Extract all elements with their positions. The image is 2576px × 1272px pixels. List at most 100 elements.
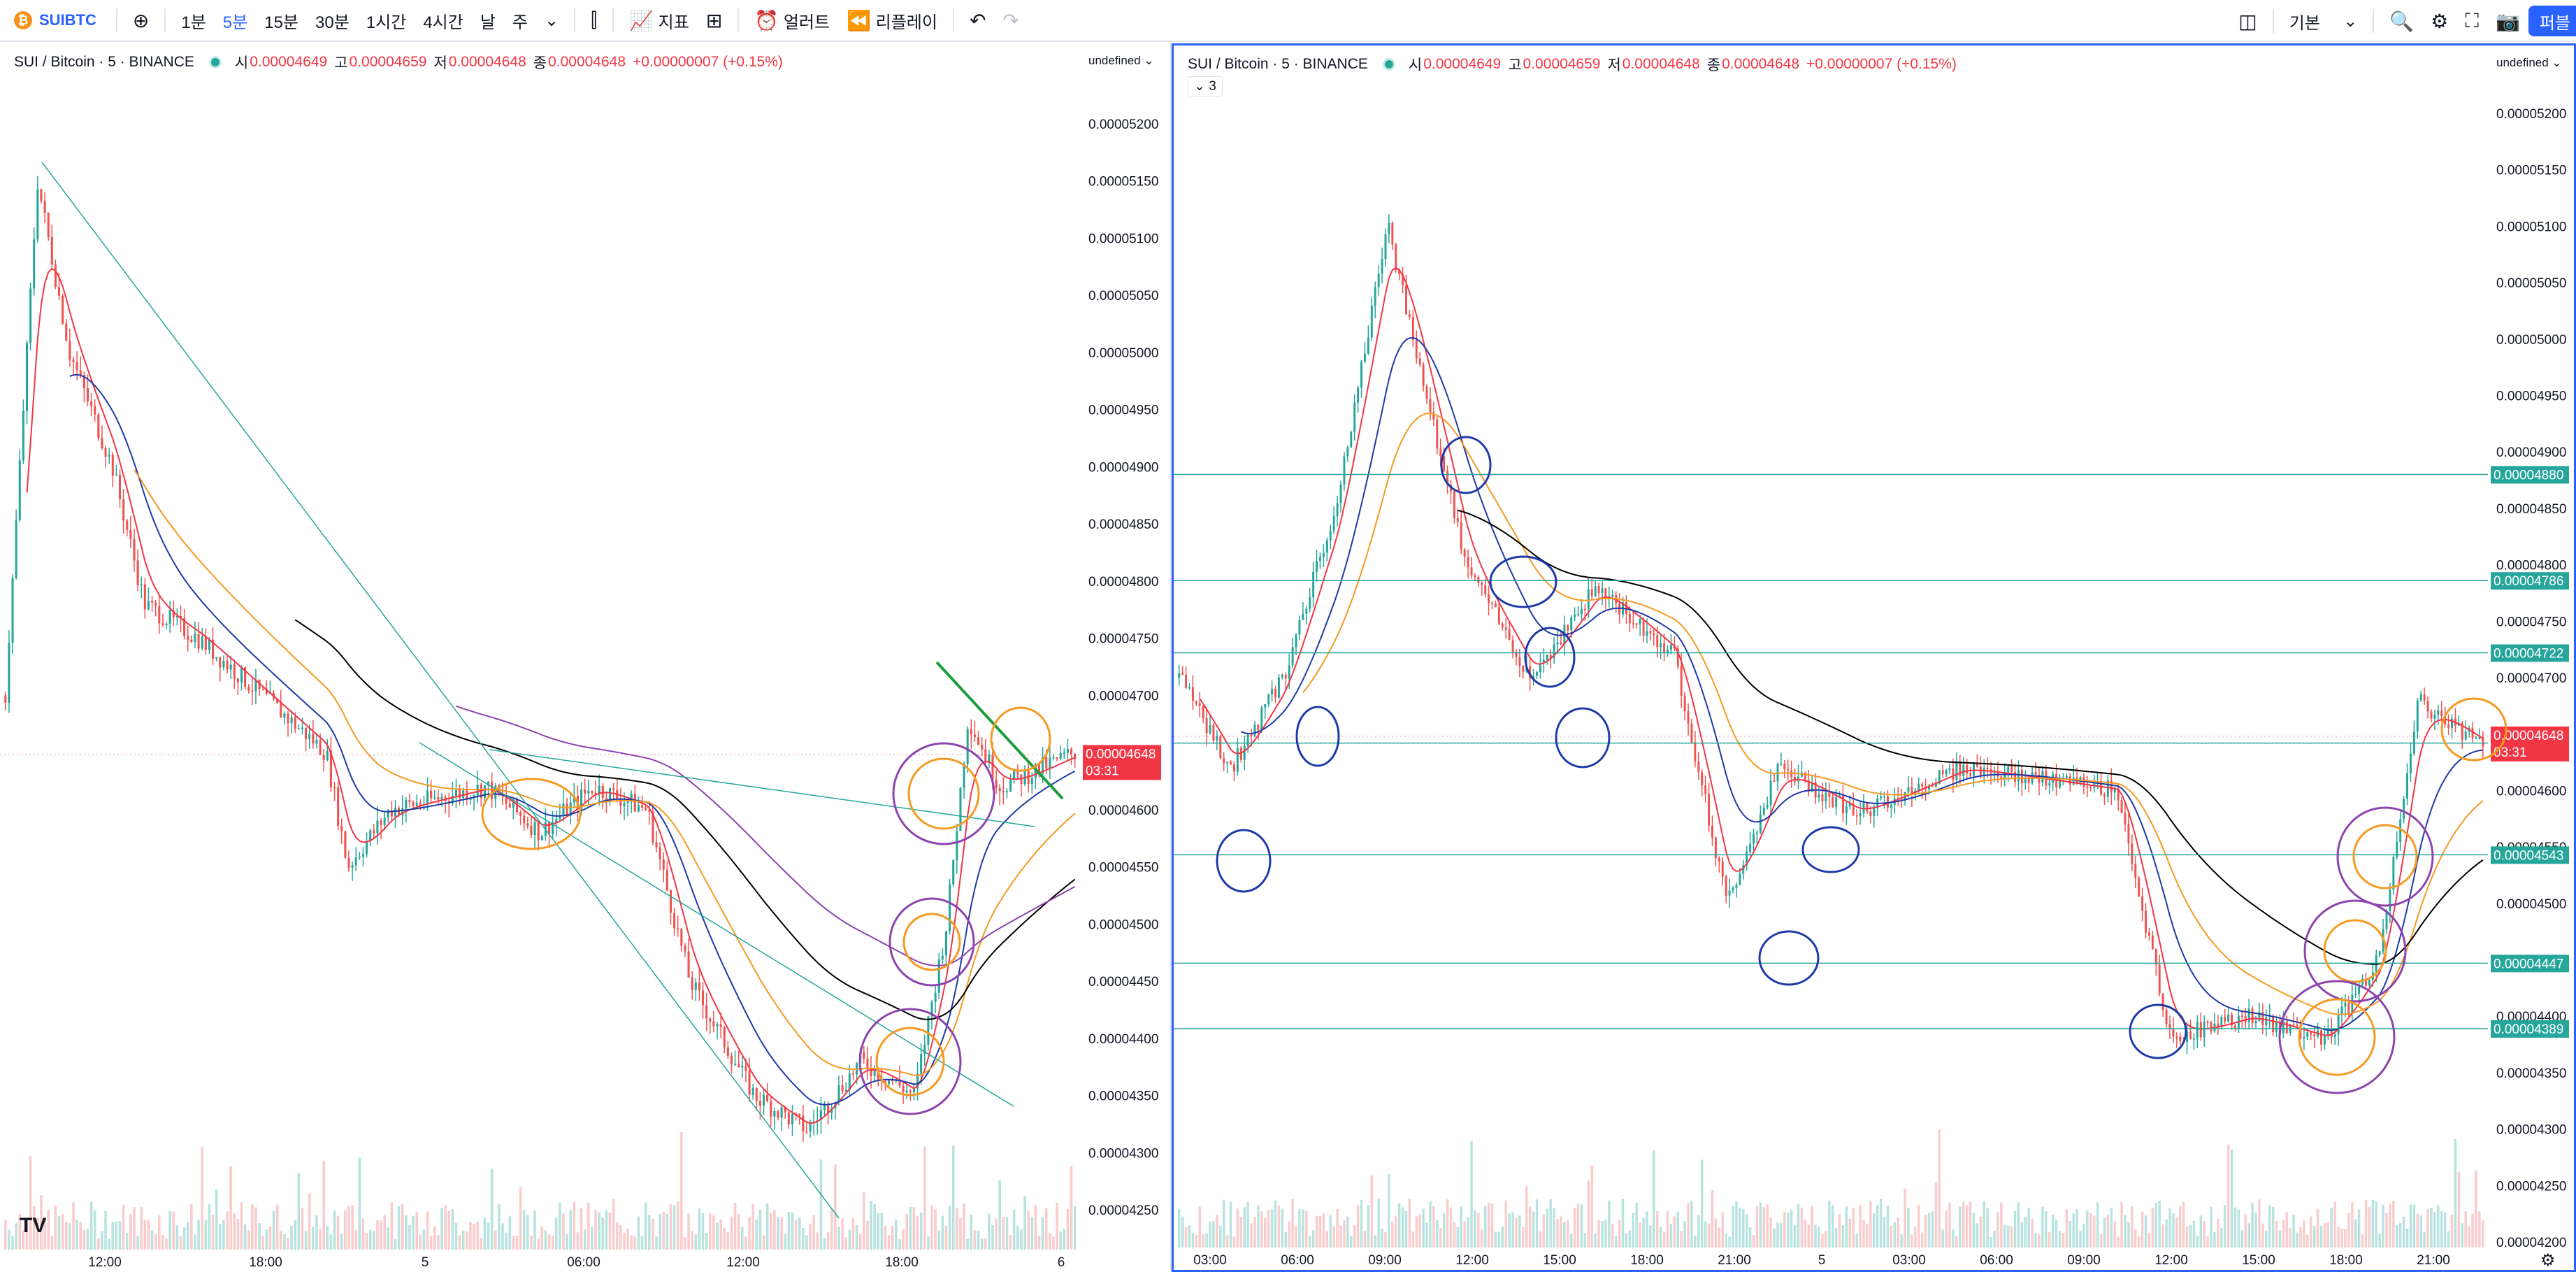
volume-bar (1818, 1227, 1820, 1248)
volume-bar (1848, 1218, 1852, 1248)
candle-body (873, 1068, 876, 1076)
volume-bar (819, 1159, 823, 1250)
price-axis-label: 0.00005000 (2496, 333, 2566, 348)
interval-4h[interactable]: 4시간 (423, 13, 463, 32)
undo-icon[interactable]: ↶ (969, 9, 986, 31)
volume-bar (794, 1220, 798, 1250)
candle-body (2151, 936, 2154, 949)
legend-title[interactable]: SUI / Bitcoin · 5 · BINANCE (14, 54, 194, 70)
candle-body (1862, 802, 1865, 814)
layout-split-icon[interactable]: ◫ (2238, 10, 2257, 32)
last-price-label: 0.00004648 (2494, 729, 2563, 743)
volume-bar (998, 1180, 1002, 1250)
candle-body (930, 1001, 933, 1017)
volume-bar (2151, 1208, 2154, 1248)
candle-body (573, 796, 575, 803)
candle-body (1439, 448, 1442, 457)
candle-body (1921, 784, 1924, 787)
interval-15m[interactable]: 15분 (264, 13, 299, 32)
candle-body (508, 803, 511, 808)
indicator-collapse-button[interactable]: ⌄ 3 (1188, 76, 1223, 97)
candle-body (2351, 994, 2354, 1014)
volume-bar (89, 1201, 93, 1250)
candle-body (712, 1021, 715, 1027)
volume-bar (909, 1206, 912, 1250)
symbol-search-button[interactable]: ₿ SUIBTC (10, 5, 109, 36)
volume-bar (608, 1213, 612, 1250)
volume-bar (498, 1204, 501, 1250)
interval-1h[interactable]: 1시간 (366, 13, 407, 32)
candle-body (111, 455, 114, 476)
volume-bar (122, 1204, 125, 1250)
volume-bar (1274, 1200, 1277, 1248)
volume-bar (1855, 1234, 1858, 1248)
volume-bar (583, 1229, 587, 1250)
volume-bar (841, 1218, 844, 1250)
fullscreen-icon[interactable]: ⛶ (2465, 9, 2479, 31)
interval-day[interactable]: 날 (480, 13, 496, 32)
chart-panel-right[interactable]: SUI / Bitcoin · 5 · BINANCE 시 0.00004649 … (1172, 43, 2576, 1272)
legend-right: SUI / Bitcoin · 5 · BINANCE 시 0.00004649 … (1188, 54, 1964, 75)
search-icon[interactable]: 🔍 (2389, 10, 2415, 32)
candle-body (1226, 762, 1229, 764)
candle-body (90, 401, 93, 406)
candle-type-icon[interactable]: ⫿ (591, 8, 598, 31)
candle-body (1983, 767, 1985, 777)
volume-bar (182, 1227, 186, 1250)
candle-body (1746, 852, 1748, 866)
candle-body (537, 822, 540, 841)
interval-30m[interactable]: 30분 (315, 13, 350, 32)
volume-bar (1662, 1232, 1666, 1248)
templates-grid-icon[interactable]: ⊞ (705, 9, 723, 31)
annotation-circle (1295, 706, 1340, 767)
indicators-button[interactable]: 📈 지표 (621, 5, 698, 36)
volume-bar (1683, 1220, 1686, 1248)
interval-week[interactable]: 주 (512, 13, 528, 32)
candle-body (1474, 575, 1476, 578)
price-axis-label: 0.00004800 (1088, 575, 1158, 589)
candle-body (2258, 1012, 2261, 1021)
replay-button[interactable]: ⏪ 리플레이 (838, 5, 946, 36)
volume-bar (891, 1225, 894, 1250)
volume-bar (784, 1234, 787, 1250)
candle-body (1625, 602, 1627, 614)
interval-5m[interactable]: 5분 (222, 13, 248, 32)
volume-bar (1780, 1222, 1783, 1248)
publish-button[interactable]: 퍼블 (2528, 6, 2576, 36)
interval-1m[interactable]: 1분 (181, 13, 206, 32)
chart-canvas-right[interactable]: 0.00005200 0.00005150 0.00005100 0.00005050… (1174, 45, 2574, 1270)
volume-bar (741, 1227, 744, 1250)
divider (115, 8, 117, 32)
volume-bar (1401, 1207, 1404, 1248)
volume-bar (2175, 1217, 2178, 1248)
chart-panel-left[interactable]: SUI / Bitcoin · 5 · BINANCE 시 0.00004649 … (0, 43, 1172, 1272)
volume-bar (490, 1169, 494, 1250)
volume-bar (2371, 1199, 2375, 1248)
volume-bar (676, 1201, 679, 1250)
candle-body (2451, 718, 2453, 728)
candle-body (2396, 842, 2398, 857)
candle-body (208, 639, 210, 650)
volume-bar (2106, 1214, 2110, 1248)
candle-body (1463, 549, 1466, 557)
volume-bar (626, 1228, 629, 1250)
chart-canvas-left[interactable]: 0.00005200 0.00005150 0.00005100 0.00005050… (0, 43, 1172, 1272)
candle-body (2124, 813, 2127, 824)
candle-body (405, 800, 408, 809)
gear-icon[interactable]: ⚙ (2431, 10, 2449, 32)
volume-bar (451, 1209, 454, 1250)
layout-name-button[interactable]: 기본 ⌄ (2281, 6, 2366, 36)
time-axis-label: 5 (422, 1255, 429, 1270)
volume-bar (2389, 1203, 2391, 1248)
candle-body (1456, 518, 1459, 522)
volume-bar (1911, 1235, 1913, 1248)
camera-icon[interactable]: 📷 (2495, 10, 2520, 32)
chevron-down-icon[interactable]: ⌄ (545, 10, 559, 30)
alert-button[interactable]: ⏰ 얼러트 (746, 5, 838, 36)
volume-bar (222, 1220, 225, 1250)
legend-title[interactable]: SUI / Bitcoin · 5 · BINANCE (1188, 56, 1368, 72)
time-axis-label: 03:00 (1892, 1253, 1926, 1268)
volume-bar (1787, 1213, 1790, 1248)
redo-icon[interactable]: ↷ (1002, 9, 1019, 31)
compare-add-icon[interactable]: ⊕ (132, 9, 150, 31)
